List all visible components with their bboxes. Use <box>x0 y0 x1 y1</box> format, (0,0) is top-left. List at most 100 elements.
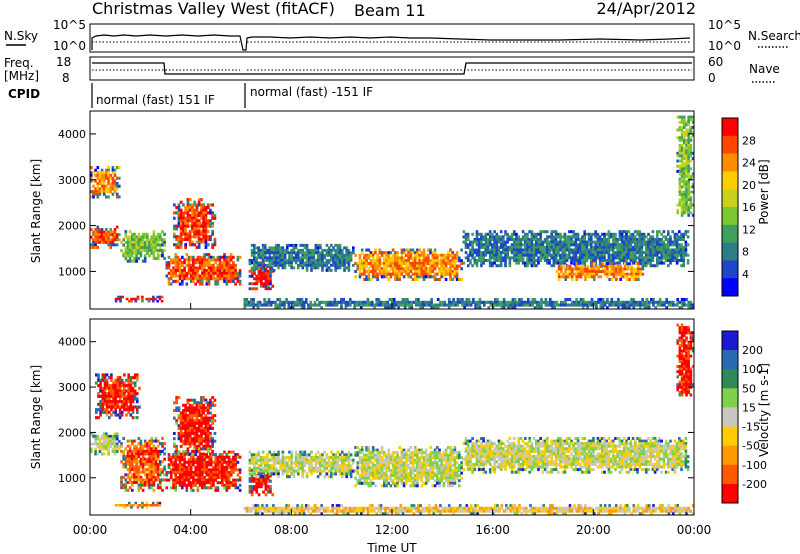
heatmap-cell <box>568 238 571 241</box>
heatmap-cell <box>107 243 110 247</box>
heatmap-cell <box>669 251 672 255</box>
heatmap-cell <box>152 444 156 448</box>
heatmap-cell <box>303 256 307 260</box>
heatmap-cell <box>371 267 375 271</box>
heatmap-cell <box>617 298 620 302</box>
heatmap-cell <box>123 405 126 409</box>
heatmap-cell <box>264 251 267 255</box>
heatmap-cell <box>623 253 626 257</box>
heatmap-cell <box>154 447 158 451</box>
heatmap-cell <box>269 272 272 276</box>
heatmap-cell <box>572 232 575 236</box>
heatmap-cell <box>207 261 211 265</box>
heatmap-cell <box>94 447 97 451</box>
heatmap-cell <box>349 298 352 302</box>
heatmap-cell <box>118 376 122 380</box>
heatmap-cell <box>214 488 217 492</box>
heatmap-cell <box>229 483 233 487</box>
heatmap-cell <box>122 243 125 247</box>
heatmap-cell <box>427 259 430 263</box>
heatmap-cell <box>183 269 186 273</box>
heatmap-cell <box>676 159 679 163</box>
heatmap-cell <box>570 248 573 252</box>
heatmap-cell <box>369 261 373 265</box>
heatmap-cell <box>436 306 440 310</box>
heatmap-cell <box>311 303 315 307</box>
heatmap-cell <box>316 303 319 307</box>
heatmap-cell <box>103 386 107 390</box>
heatmap-cell <box>283 303 286 307</box>
heatmap-cell <box>268 256 271 260</box>
heatmap-cell <box>636 232 639 236</box>
heatmap-cell <box>229 468 233 472</box>
heatmap-cell <box>196 481 200 485</box>
heatmap-cell <box>341 258 344 262</box>
heatmap-cell <box>197 240 201 244</box>
heatmap-cell <box>608 264 611 268</box>
heatmap-cell <box>475 238 479 241</box>
heatmap-cell <box>475 243 479 247</box>
heatmap-cell <box>123 381 126 385</box>
heatmap-cell <box>570 251 573 255</box>
heatmap-cell <box>115 447 119 451</box>
heatmap-cell <box>128 449 132 453</box>
heatmap-cell <box>640 243 644 247</box>
heatmap-cell <box>243 300 247 304</box>
heatmap-cell <box>223 455 226 459</box>
heatmap-cell <box>583 245 586 249</box>
heatmap-cell <box>212 266 215 270</box>
heatmap-cell <box>154 468 158 472</box>
heatmap-cell <box>455 267 459 271</box>
heatmap-cell <box>665 298 668 302</box>
heatmap-cell <box>568 230 571 234</box>
heatmap-cell <box>173 235 176 239</box>
heatmap-cell <box>588 270 592 274</box>
heatmap-cell <box>617 306 620 310</box>
heatmap-cell <box>263 300 266 304</box>
heatmap-cell <box>683 141 686 145</box>
heatmap-cell <box>136 373 139 377</box>
heatmap-cell <box>133 256 136 260</box>
heatmap-cell <box>491 251 494 255</box>
heatmap-cell <box>452 303 455 307</box>
heatmap-cell <box>301 263 304 267</box>
heatmap-cell <box>592 245 595 249</box>
heatmap-cell <box>506 245 509 249</box>
heatmap-cell <box>111 184 115 188</box>
heatmap-cell <box>420 253 424 257</box>
heatmap-cell <box>625 230 628 234</box>
heatmap-cell <box>182 216 185 220</box>
heatmap-cell <box>200 211 203 215</box>
heatmap-cell <box>94 450 97 453</box>
heatmap-cell <box>234 460 237 464</box>
heatmap-cell <box>400 251 404 255</box>
heatmap-cell <box>632 272 636 276</box>
heatmap-cell <box>129 378 133 382</box>
heatmap-cell <box>102 192 106 196</box>
heatmap-cell <box>177 452 181 456</box>
heatmap-cell <box>689 185 693 189</box>
heatmap-cell <box>111 235 115 239</box>
heatmap-cell <box>225 258 229 262</box>
heatmap-cell <box>179 437 183 441</box>
heatmap-cell <box>96 434 100 438</box>
heatmap-cell <box>396 259 399 263</box>
heatmap-cell <box>296 300 299 304</box>
heatmap-cell <box>316 263 320 267</box>
heatmap-cell <box>176 458 180 462</box>
heatmap-cell <box>112 400 115 404</box>
heatmap-cell <box>327 246 331 250</box>
heatmap-cell <box>209 203 212 207</box>
heatmap-cell <box>115 184 119 188</box>
heatmap-cell <box>133 457 136 461</box>
heatmap-cell <box>285 298 288 302</box>
heatmap-cell <box>664 235 668 239</box>
heatmap-cell <box>530 256 534 260</box>
heatmap-cell <box>260 284 263 288</box>
heatmap-cell <box>174 460 177 464</box>
heatmap-cell <box>612 253 615 257</box>
heatmap-cell <box>550 230 553 234</box>
heatmap-cell <box>502 243 505 247</box>
heatmap-cell <box>125 400 128 404</box>
heatmap-cell <box>684 245 688 249</box>
